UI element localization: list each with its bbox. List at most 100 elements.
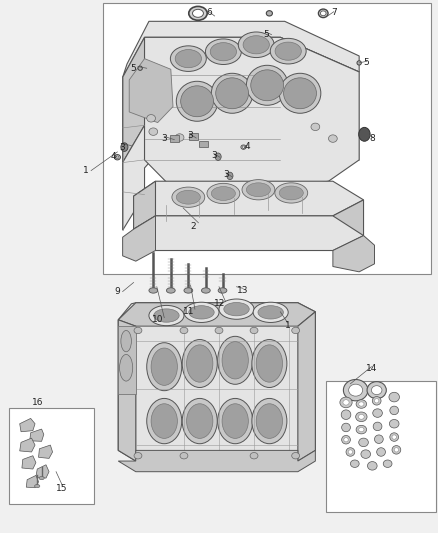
Polygon shape — [333, 236, 374, 272]
Polygon shape — [134, 181, 364, 216]
Text: 2: 2 — [190, 222, 195, 231]
Text: 1: 1 — [285, 321, 291, 329]
Ellipse shape — [193, 10, 203, 17]
Ellipse shape — [253, 302, 288, 322]
Ellipse shape — [356, 400, 367, 408]
Text: 3: 3 — [119, 143, 125, 151]
Bar — [189, 133, 198, 140]
Ellipse shape — [242, 146, 245, 148]
Ellipse shape — [149, 305, 184, 326]
Ellipse shape — [182, 340, 217, 387]
Bar — [103, 3, 431, 274]
Ellipse shape — [147, 399, 182, 443]
Ellipse shape — [258, 306, 283, 319]
Bar — [9, 408, 94, 504]
Ellipse shape — [359, 402, 364, 406]
Text: 3: 3 — [187, 132, 194, 140]
Ellipse shape — [211, 187, 236, 200]
Ellipse shape — [328, 135, 337, 142]
Text: 9: 9 — [114, 287, 120, 296]
Ellipse shape — [121, 330, 131, 352]
Ellipse shape — [215, 78, 249, 109]
Ellipse shape — [246, 66, 288, 106]
Ellipse shape — [166, 288, 175, 293]
Ellipse shape — [154, 309, 179, 322]
Ellipse shape — [275, 183, 308, 203]
Text: 7: 7 — [331, 9, 337, 17]
Polygon shape — [145, 37, 359, 192]
Ellipse shape — [151, 348, 177, 385]
Ellipse shape — [383, 460, 392, 467]
Bar — [326, 381, 436, 512]
Ellipse shape — [210, 43, 237, 61]
Polygon shape — [123, 21, 359, 77]
Polygon shape — [20, 438, 35, 452]
Ellipse shape — [372, 397, 381, 405]
Text: 13: 13 — [237, 286, 248, 295]
Polygon shape — [134, 181, 155, 229]
Circle shape — [121, 143, 128, 151]
Text: 12: 12 — [214, 300, 226, 308]
Ellipse shape — [219, 299, 254, 319]
Ellipse shape — [172, 187, 205, 207]
Polygon shape — [22, 456, 36, 469]
Ellipse shape — [389, 419, 399, 428]
Polygon shape — [118, 450, 315, 472]
Polygon shape — [129, 59, 173, 123]
Ellipse shape — [250, 453, 258, 459]
Ellipse shape — [251, 70, 284, 101]
Ellipse shape — [270, 38, 306, 64]
Ellipse shape — [340, 397, 352, 408]
Ellipse shape — [390, 406, 399, 415]
Ellipse shape — [361, 450, 371, 458]
Text: 8: 8 — [369, 134, 375, 143]
Polygon shape — [333, 200, 364, 251]
Text: 3: 3 — [211, 151, 217, 160]
Polygon shape — [39, 445, 53, 458]
Ellipse shape — [189, 306, 214, 319]
Ellipse shape — [149, 128, 158, 135]
Ellipse shape — [389, 392, 399, 402]
Ellipse shape — [175, 50, 201, 68]
Text: 5: 5 — [364, 59, 370, 67]
Ellipse shape — [184, 302, 219, 322]
Ellipse shape — [189, 6, 207, 20]
Ellipse shape — [182, 399, 217, 443]
Polygon shape — [123, 216, 155, 261]
Ellipse shape — [279, 74, 321, 114]
Ellipse shape — [176, 81, 218, 122]
Ellipse shape — [241, 145, 246, 149]
Ellipse shape — [394, 448, 399, 452]
Polygon shape — [118, 303, 315, 326]
Ellipse shape — [120, 354, 133, 381]
Ellipse shape — [39, 477, 44, 480]
Ellipse shape — [346, 448, 355, 456]
Ellipse shape — [320, 11, 326, 16]
Text: 4: 4 — [245, 142, 250, 151]
Ellipse shape — [341, 410, 351, 419]
Ellipse shape — [284, 78, 316, 109]
Ellipse shape — [147, 115, 155, 122]
Text: 5: 5 — [130, 64, 136, 72]
Ellipse shape — [373, 409, 382, 417]
Text: 5: 5 — [263, 30, 269, 39]
Ellipse shape — [211, 74, 253, 114]
Ellipse shape — [256, 404, 283, 438]
Ellipse shape — [377, 448, 385, 456]
Polygon shape — [123, 37, 145, 163]
Bar — [170, 135, 179, 142]
Ellipse shape — [134, 453, 142, 459]
Ellipse shape — [343, 400, 349, 405]
Ellipse shape — [184, 288, 193, 293]
Ellipse shape — [367, 382, 386, 399]
Ellipse shape — [292, 327, 300, 334]
Ellipse shape — [359, 438, 368, 447]
Polygon shape — [26, 475, 39, 488]
Ellipse shape — [371, 386, 382, 394]
Ellipse shape — [222, 342, 248, 379]
Ellipse shape — [342, 435, 350, 444]
Polygon shape — [118, 320, 136, 461]
Ellipse shape — [187, 345, 213, 382]
Ellipse shape — [292, 453, 300, 459]
Ellipse shape — [279, 186, 304, 200]
